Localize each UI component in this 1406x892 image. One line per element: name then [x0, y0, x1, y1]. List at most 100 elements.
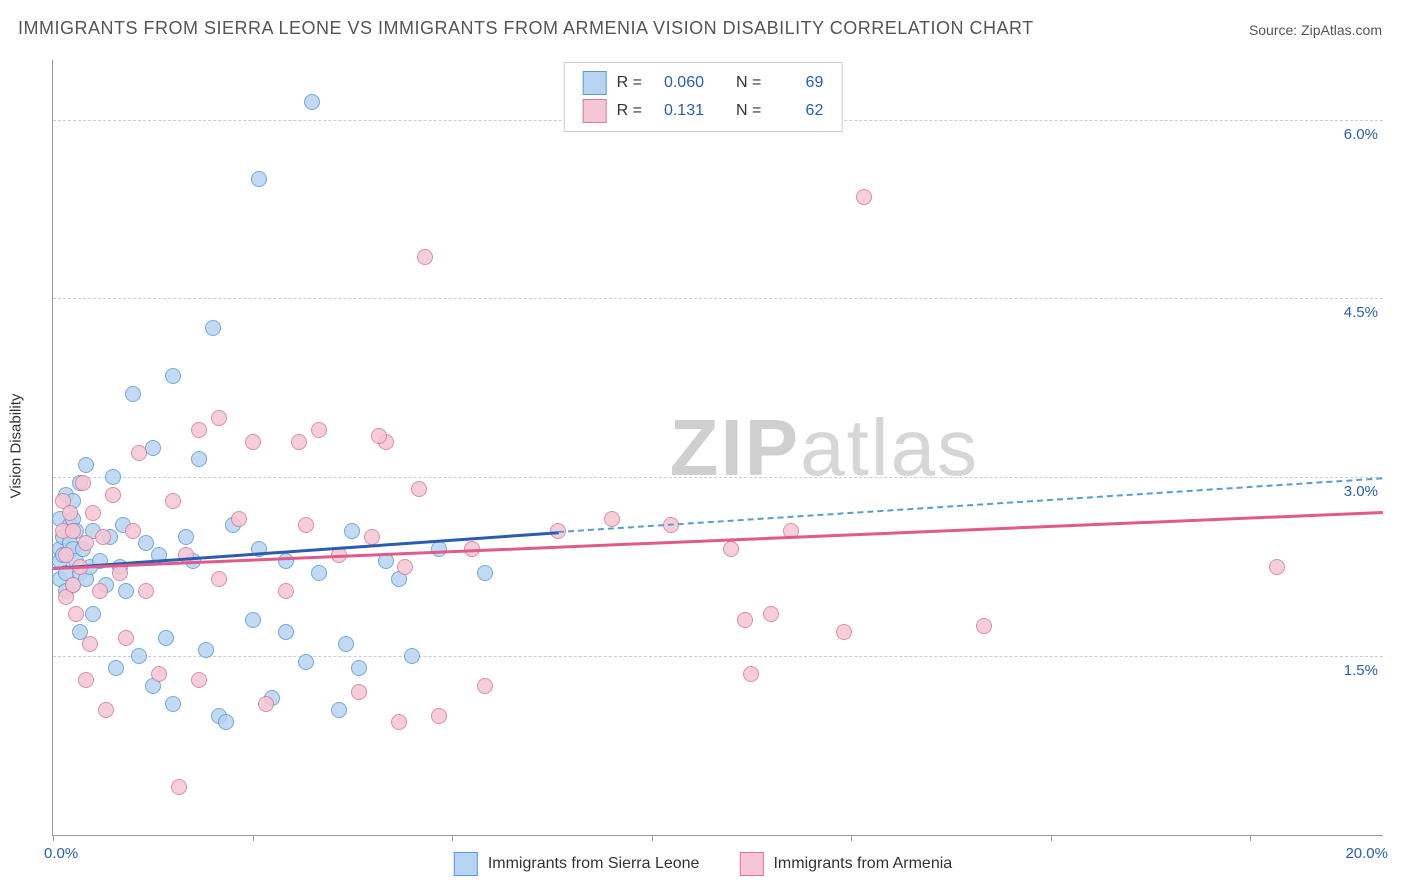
- data-point-series-1: [138, 583, 154, 599]
- data-point-series-1: [85, 505, 101, 521]
- data-point-series-1: [737, 612, 753, 628]
- data-point-series-0: [158, 630, 174, 646]
- data-point-series-1: [131, 445, 147, 461]
- data-point-series-0: [105, 469, 121, 485]
- data-point-series-1: [58, 547, 74, 563]
- data-point-series-1: [75, 475, 91, 491]
- grid-line: [53, 298, 1383, 299]
- data-point-series-1: [391, 714, 407, 730]
- data-point-series-1: [211, 571, 227, 587]
- data-point-series-0: [78, 457, 94, 473]
- data-point-series-0: [311, 565, 327, 581]
- stats-legend-row-0: R = 0.060 N = 69: [583, 69, 824, 97]
- data-point-series-0: [125, 386, 141, 402]
- data-point-series-1: [151, 666, 167, 682]
- data-point-series-1: [82, 636, 98, 652]
- data-point-series-1: [65, 577, 81, 593]
- data-point-series-1: [976, 618, 992, 634]
- x-max-label: 20.0%: [1345, 845, 1388, 862]
- data-point-series-0: [131, 648, 147, 664]
- data-point-series-1: [431, 708, 447, 724]
- data-point-series-0: [331, 702, 347, 718]
- data-point-series-1: [62, 505, 78, 521]
- x-tick: [53, 835, 54, 841]
- data-point-series-1: [477, 678, 493, 694]
- data-point-series-0: [251, 171, 267, 187]
- x-tick: [452, 835, 453, 841]
- data-point-series-0: [198, 642, 214, 658]
- data-point-series-1: [165, 493, 181, 509]
- data-point-series-1: [98, 702, 114, 718]
- data-point-series-1: [723, 541, 739, 557]
- data-point-series-0: [431, 541, 447, 557]
- data-point-series-1: [65, 523, 81, 539]
- grid-line: [53, 477, 1383, 478]
- data-point-series-1: [78, 535, 94, 551]
- data-point-series-0: [477, 565, 493, 581]
- chart-title: IMMIGRANTS FROM SIERRA LEONE VS IMMIGRAN…: [18, 18, 1034, 39]
- data-point-series-1: [68, 606, 84, 622]
- data-point-series-1: [191, 422, 207, 438]
- y-tick-label: 6.0%: [1344, 126, 1378, 143]
- data-point-series-1: [105, 487, 121, 503]
- x-tick: [851, 835, 852, 841]
- data-point-series-0: [298, 654, 314, 670]
- trend-line: [558, 477, 1383, 533]
- trend-line: [53, 511, 1383, 570]
- data-point-series-1: [311, 422, 327, 438]
- data-point-series-0: [108, 660, 124, 676]
- data-point-series-1: [125, 523, 141, 539]
- grid-line: [53, 656, 1383, 657]
- data-point-series-1: [258, 696, 274, 712]
- swatch-series-1: [583, 99, 607, 123]
- x-tick: [253, 835, 254, 841]
- data-point-series-1: [118, 630, 134, 646]
- stats-legend: R = 0.060 N = 69 R = 0.131 N = 62: [564, 62, 843, 132]
- legend-item-0: Immigrants from Sierra Leone: [454, 852, 700, 876]
- data-point-series-1: [417, 249, 433, 265]
- data-point-series-1: [351, 684, 367, 700]
- x-tick: [652, 835, 653, 841]
- y-tick-label: 4.5%: [1344, 304, 1378, 321]
- data-point-series-0: [338, 636, 354, 652]
- data-point-series-0: [118, 583, 134, 599]
- y-tick-label: 1.5%: [1344, 662, 1378, 679]
- data-point-series-1: [411, 481, 427, 497]
- data-point-series-1: [856, 189, 872, 205]
- data-point-series-1: [211, 410, 227, 426]
- data-point-series-0: [165, 368, 181, 384]
- data-point-series-1: [604, 511, 620, 527]
- chart-container: IMMIGRANTS FROM SIERRA LEONE VS IMMIGRAN…: [0, 0, 1406, 892]
- data-point-series-1: [836, 624, 852, 640]
- data-point-series-1: [371, 428, 387, 444]
- data-point-series-0: [138, 535, 154, 551]
- data-point-series-1: [231, 511, 247, 527]
- data-point-series-1: [78, 672, 94, 688]
- data-point-series-1: [171, 779, 187, 795]
- x-min-label: 0.0%: [44, 845, 78, 862]
- x-tick: [1051, 835, 1052, 841]
- data-point-series-0: [351, 660, 367, 676]
- data-point-series-0: [191, 451, 207, 467]
- legend-item-1: Immigrants from Armenia: [739, 852, 952, 876]
- data-point-series-1: [95, 529, 111, 545]
- data-point-series-1: [245, 434, 261, 450]
- data-point-series-0: [165, 696, 181, 712]
- data-point-series-0: [404, 648, 420, 664]
- data-point-series-0: [278, 624, 294, 640]
- y-axis-title: Vision Disability: [8, 394, 25, 499]
- data-point-series-0: [344, 523, 360, 539]
- watermark: ZIPatlas: [670, 402, 979, 494]
- data-point-series-0: [205, 320, 221, 336]
- series-legend: Immigrants from Sierra Leone Immigrants …: [454, 852, 952, 876]
- stats-legend-row-1: R = 0.131 N = 62: [583, 97, 824, 125]
- data-point-series-0: [218, 714, 234, 730]
- data-point-series-1: [191, 672, 207, 688]
- swatch-series-0: [583, 71, 607, 95]
- data-point-series-0: [245, 612, 261, 628]
- data-point-series-1: [92, 583, 108, 599]
- data-point-series-1: [291, 434, 307, 450]
- data-point-series-1: [743, 666, 759, 682]
- data-point-series-1: [397, 559, 413, 575]
- x-tick: [1250, 835, 1251, 841]
